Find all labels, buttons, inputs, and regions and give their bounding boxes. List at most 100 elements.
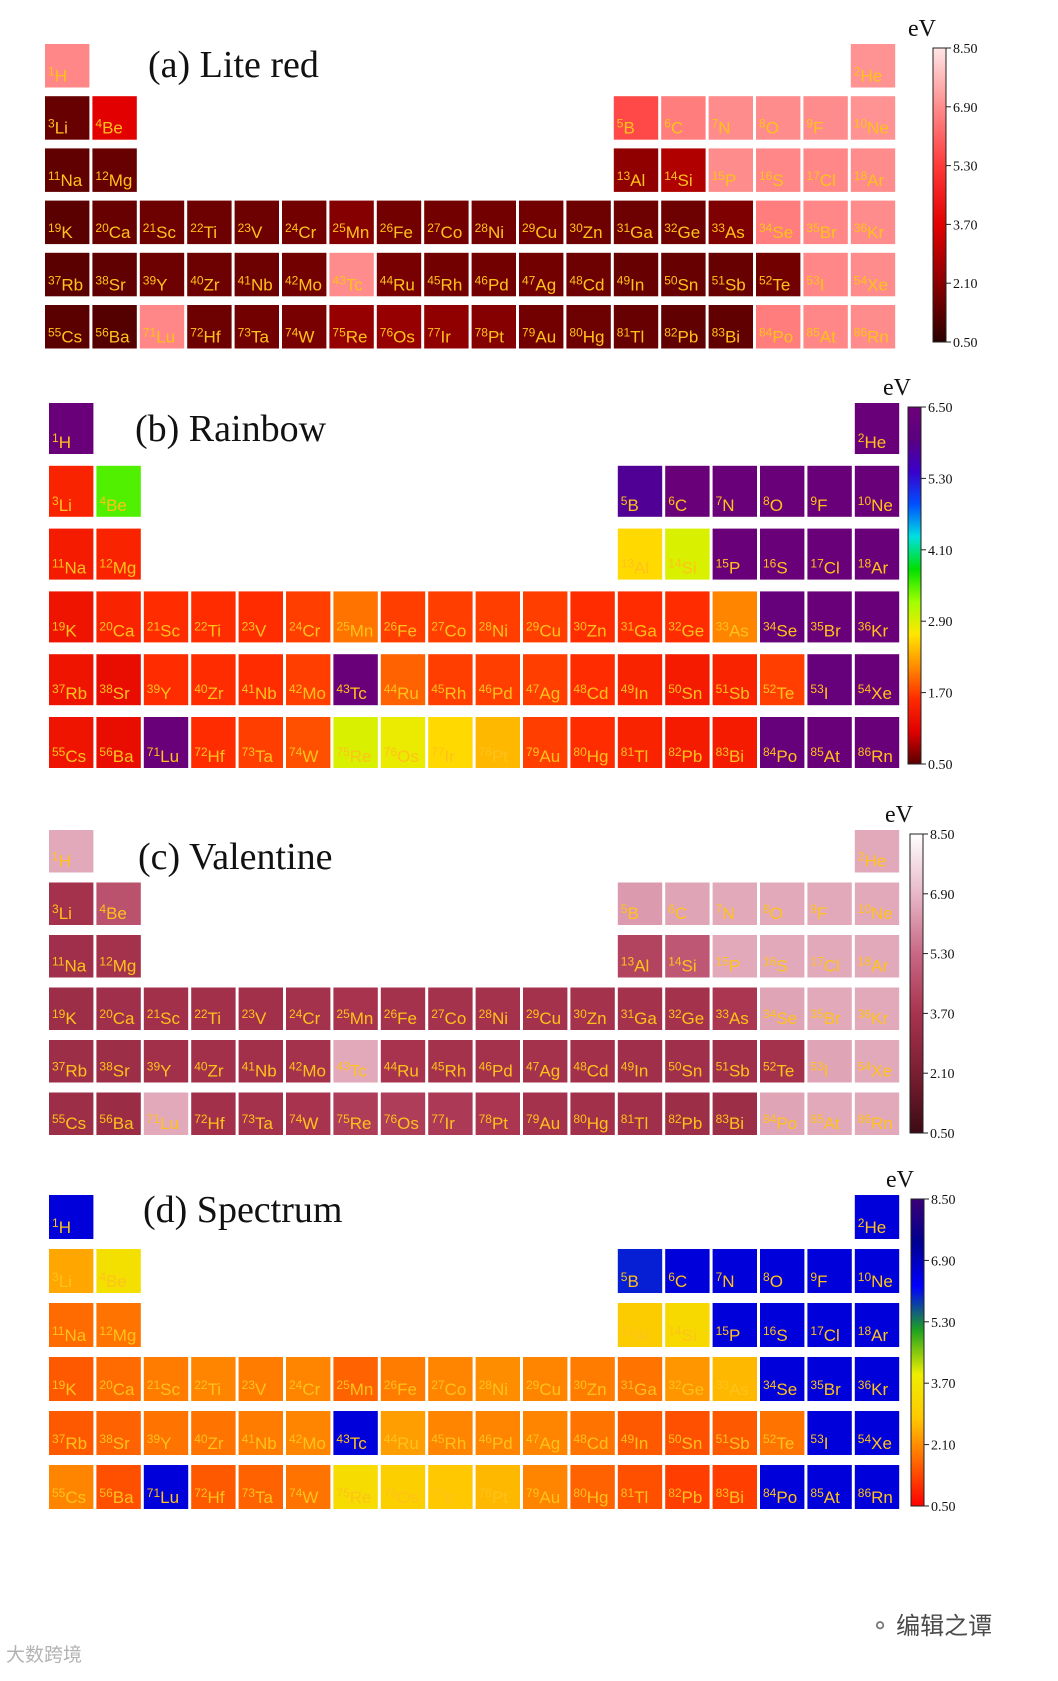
cell-fill (665, 1465, 710, 1509)
element-symbol: Pb (682, 1488, 703, 1507)
element-cell-au: 79Au (519, 305, 564, 349)
element-cell-rb: 37Rb (45, 252, 90, 297)
cell-label: 50Sn (664, 273, 698, 294)
element-symbol: S (776, 559, 787, 578)
element-symbol: Bi (729, 1488, 744, 1507)
element-symbol: Kr (871, 1009, 888, 1028)
atomic-number: 45 (427, 273, 441, 287)
atomic-number: 9 (810, 902, 817, 916)
element-symbol: K (65, 1009, 77, 1028)
element-symbol: Br (820, 223, 837, 242)
cell-fill (96, 882, 141, 925)
atomic-number: 54 (858, 1060, 872, 1074)
cell-fill (143, 717, 189, 768)
cell-label: 85At (806, 326, 836, 347)
cell-label: 71Lu (147, 1486, 179, 1507)
cell-label: 52Te (763, 1432, 794, 1453)
cell-label: 52Te (763, 1060, 794, 1081)
atomic-number: 40 (194, 1060, 208, 1074)
atomic-number: 14 (664, 169, 678, 183)
element-cell-co: 27Co (428, 591, 473, 643)
atomic-number: 48 (573, 1060, 587, 1074)
element-cell-o: 8O (760, 1249, 805, 1293)
atomic-number: 85 (806, 326, 820, 340)
cell-label: 13Al (621, 1324, 649, 1345)
cell-label: 75Re (336, 1112, 371, 1133)
colorbar-gradient (907, 406, 922, 765)
atomic-number: 37 (52, 1060, 66, 1074)
atomic-number: 39 (147, 1060, 161, 1074)
element-cell-sc: 21Sc (143, 987, 189, 1030)
atomic-number: 22 (194, 619, 208, 633)
atomic-number: 18 (858, 1324, 872, 1338)
element-symbol: Ru (397, 1434, 419, 1453)
element-symbol: O (770, 496, 783, 515)
atomic-number: 8 (763, 902, 770, 916)
element-symbol: Li (55, 119, 68, 138)
cell-label: 31Ga (621, 1378, 658, 1399)
element-symbol: Ge (682, 1380, 705, 1399)
element-cell-pd: 46Pd (475, 1411, 520, 1455)
element-symbol: Po (772, 328, 793, 347)
atomic-number: 19 (52, 619, 66, 633)
element-symbol: W (302, 1114, 318, 1133)
cell-fill (854, 717, 900, 768)
cell-label: 15P (716, 557, 741, 578)
element-cell-ag: 47Ag (523, 1040, 568, 1083)
atomic-number: 85 (810, 1112, 824, 1126)
cell-label: 42Mo (289, 1060, 326, 1081)
element-symbol: Kr (871, 1380, 888, 1399)
atomic-number: 1 (48, 65, 55, 79)
cell-fill (96, 1411, 141, 1455)
cell-fill (376, 200, 422, 245)
colorbar-tick-label: 8.50 (931, 1193, 956, 1208)
cell-label: 34Se (763, 1378, 797, 1399)
cell-label: 1H (48, 65, 67, 86)
element-symbol: Ir (441, 328, 452, 347)
element-symbol: Li (59, 496, 72, 515)
watermark-right-text: 编辑之谭 (896, 1612, 993, 1640)
element-symbol: Ne (871, 1272, 893, 1291)
element-symbol: Cl (824, 1326, 840, 1345)
atomic-number: 39 (147, 682, 161, 696)
cell-fill (96, 591, 141, 643)
cell-label: 85At (810, 745, 840, 766)
atomic-number: 32 (668, 1378, 682, 1392)
atomic-number: 33 (712, 221, 726, 235)
cell-fill (282, 200, 327, 245)
cell-fill (333, 591, 378, 643)
cell-fill (708, 305, 753, 349)
cell-fill (143, 591, 189, 643)
element-cell-ni: 28Ni (475, 591, 520, 643)
element-symbol: H (59, 433, 71, 452)
element-cell-si: 14Si (665, 935, 710, 978)
cell-fill (96, 1040, 141, 1083)
element-cell-sn: 50Sn (661, 252, 706, 297)
cell-fill (333, 717, 378, 768)
watermark-right: ⚬ 编辑之谭 (870, 1606, 992, 1641)
colorbar-tick-label: 5.30 (931, 1316, 956, 1331)
cell-label: 27Co (427, 221, 462, 242)
atomic-number: 46 (475, 273, 489, 287)
element-symbol: Y (160, 684, 171, 703)
element-symbol: Zn (583, 223, 603, 242)
atomic-number: 23 (238, 221, 252, 235)
element-symbol: Cu (535, 223, 557, 242)
cell-label: 81Tl (617, 326, 645, 347)
element-symbol: H (59, 1218, 71, 1237)
element-cell-hg: 80Hg (570, 1465, 615, 1509)
element-symbol: P (729, 1326, 740, 1345)
cell-label: 3Li (52, 902, 72, 923)
element-symbol: V (251, 223, 263, 242)
cell-fill (96, 935, 141, 978)
atomic-number: 48 (573, 682, 587, 696)
cell-fill (96, 717, 141, 768)
cell-label: 45Rh (431, 682, 466, 703)
cell-fill (49, 830, 94, 873)
cell-label: 73Ta (242, 745, 274, 766)
cell-label: 34Se (763, 619, 797, 640)
element-symbol: Ni (492, 621, 508, 640)
element-symbol: Ge (682, 1009, 705, 1028)
atomic-number: 24 (289, 1007, 303, 1021)
cell-label: 36Kr (858, 1378, 889, 1399)
